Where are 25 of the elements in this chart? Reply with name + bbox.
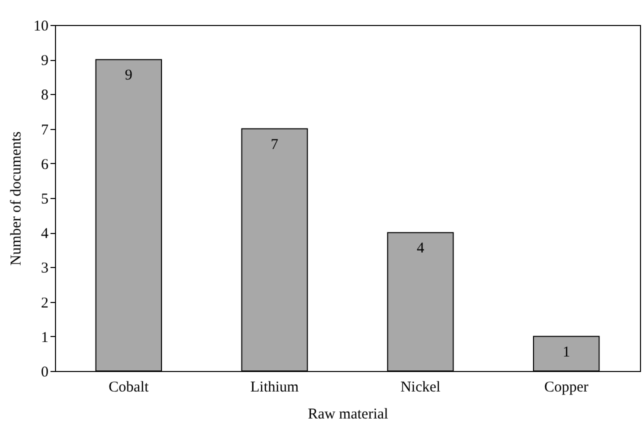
bar — [241, 128, 308, 372]
bar — [95, 59, 162, 372]
x-tick-label: Nickel — [400, 380, 440, 396]
x-tick-label: Cobalt — [108, 380, 150, 396]
y-tick-label: 3 — [41, 260, 48, 277]
y-tick-label: 9 — [41, 53, 48, 70]
x-tick-label: Copper — [544, 380, 588, 396]
y-tick-label: 2 — [41, 295, 48, 312]
bar — [387, 232, 454, 372]
y-tick-label: 8 — [41, 88, 48, 104]
y-tick-label: 1 — [41, 330, 48, 346]
x-tick-label: Lithium — [250, 380, 300, 396]
y-axis-title: Number of documents — [8, 131, 24, 266]
y-tick-label: 4 — [41, 226, 49, 242]
y-tick-label: 7 — [41, 122, 49, 138]
y-tick-label: 0 — [41, 364, 48, 380]
y-tick-label: 6 — [41, 156, 49, 173]
y-tick-label: 5 — [41, 192, 48, 208]
bar — [533, 336, 600, 372]
y-tick-label: 10 — [34, 18, 48, 34]
data-label: 1 — [562, 344, 570, 360]
x-axis-title: Raw material — [308, 406, 388, 422]
data-label: 9 — [124, 68, 132, 84]
data-label: 4 — [416, 240, 425, 257]
data-label: 7 — [270, 136, 279, 153]
